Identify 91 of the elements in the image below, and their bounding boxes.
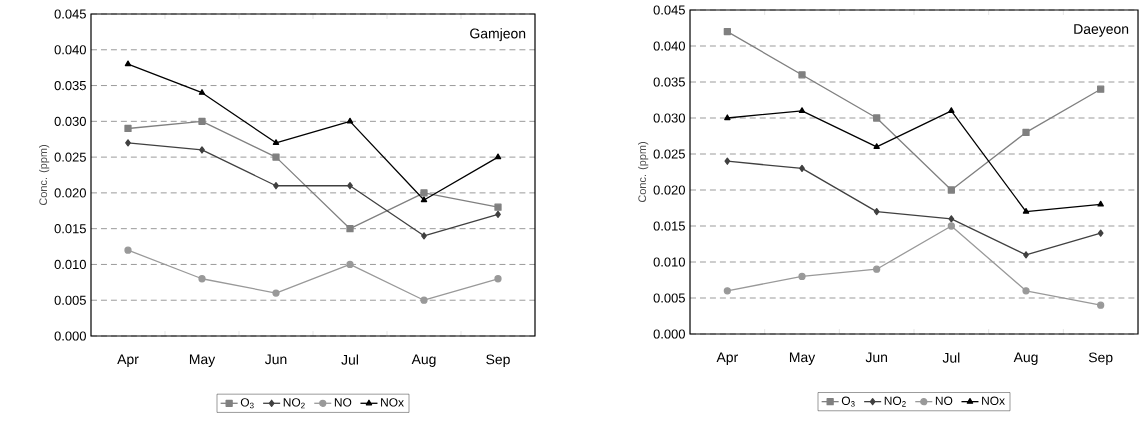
point <box>272 139 280 145</box>
text: Gamjeon <box>470 28 526 42</box>
x-tick-label: Sep <box>1088 352 1113 366</box>
point <box>1097 85 1105 93</box>
point <box>724 114 731 121</box>
legend-label: NOx <box>381 398 404 407</box>
point <box>948 215 955 223</box>
point <box>1023 251 1029 259</box>
x-tick-label: Jun <box>865 352 888 363</box>
point <box>1097 229 1104 237</box>
y-tick-label: 0.030 <box>653 113 685 123</box>
legend-label: NO$_{2}$ <box>884 396 906 407</box>
x-tick-label: Apr <box>716 352 738 365</box>
x-tick-label: Jul <box>341 354 358 365</box>
point <box>347 182 353 190</box>
y-tick-label: 0.030 <box>54 116 86 126</box>
legend-label: O$_{3}$ <box>240 398 254 409</box>
legend-label: NO <box>334 398 352 407</box>
y-tick-label: 0.035 <box>653 77 685 87</box>
y-tick-label: 0.020 <box>653 185 685 195</box>
point <box>1097 200 1104 207</box>
point <box>1022 287 1030 295</box>
point <box>495 210 501 218</box>
point <box>420 189 428 197</box>
point <box>124 246 132 254</box>
y-tick-label: 0.025 <box>54 152 86 162</box>
point <box>723 287 731 295</box>
point <box>420 196 428 203</box>
point <box>873 265 881 273</box>
y-tick-label: 0.015 <box>653 221 685 231</box>
y-tick-label: 0.035 <box>54 80 86 91</box>
point <box>346 117 354 124</box>
legend-label: NO <box>935 396 953 405</box>
y-tick-label: 0.010 <box>54 259 86 270</box>
point <box>723 27 731 36</box>
y-tick-label: 0.040 <box>653 41 685 51</box>
point <box>346 260 354 269</box>
y-tick-label: 0.000 <box>54 331 86 341</box>
x-tick-label: May <box>789 352 816 365</box>
y-tick-label: 0.040 <box>54 45 86 55</box>
point <box>947 222 955 230</box>
x-tick-label: Aug <box>411 354 436 367</box>
y-tick-label: 0.000 <box>653 329 685 339</box>
x-tick-label: Jul <box>942 352 960 363</box>
point <box>1097 301 1105 309</box>
point <box>494 203 502 211</box>
y-tick-label: 0.025 <box>653 149 685 159</box>
y-tick-label: 0.020 <box>54 188 86 198</box>
point <box>494 275 502 283</box>
point <box>873 143 880 149</box>
point <box>798 107 806 113</box>
x-tick-label: Jun <box>264 354 287 365</box>
point <box>198 275 206 283</box>
legend-label: NO$_{2}$ <box>283 398 305 409</box>
y-tick-label: 0.010 <box>653 257 685 267</box>
point <box>124 124 132 133</box>
legend-label: NOx <box>982 396 1005 405</box>
point <box>873 207 880 216</box>
x-tick-label: Sep <box>486 354 510 368</box>
point <box>947 186 955 194</box>
legend-label: O$_{3}$ <box>841 396 855 407</box>
point <box>420 296 428 304</box>
point <box>724 157 731 165</box>
point <box>1022 207 1030 214</box>
x-tick-label: Apr <box>117 354 139 367</box>
point <box>198 117 206 125</box>
y-axis-title: Conc. (ppm) <box>638 142 649 203</box>
y-tick-label: 0.005 <box>653 293 685 303</box>
point <box>199 146 205 154</box>
x-tick-label: Aug <box>1013 352 1038 365</box>
y-tick-label: 0.045 <box>54 9 86 19</box>
y-axis-title: Conc. (ppm) <box>39 145 50 206</box>
y-tick-label: 0.015 <box>54 224 86 234</box>
point <box>798 272 806 281</box>
point <box>273 182 279 190</box>
point <box>873 114 881 122</box>
point <box>421 232 427 240</box>
x-tick-label: May <box>189 354 216 367</box>
point <box>494 153 502 160</box>
y-tick-label: 0.005 <box>54 295 86 305</box>
y-tick-label: 0.045 <box>653 5 685 15</box>
point <box>798 71 806 79</box>
point <box>948 107 955 113</box>
point <box>125 139 131 147</box>
text: Daeyeon <box>1074 24 1129 37</box>
point <box>272 289 280 297</box>
point <box>198 89 206 95</box>
point <box>346 225 354 233</box>
point <box>1022 128 1030 137</box>
point <box>124 60 132 67</box>
point <box>272 153 280 161</box>
